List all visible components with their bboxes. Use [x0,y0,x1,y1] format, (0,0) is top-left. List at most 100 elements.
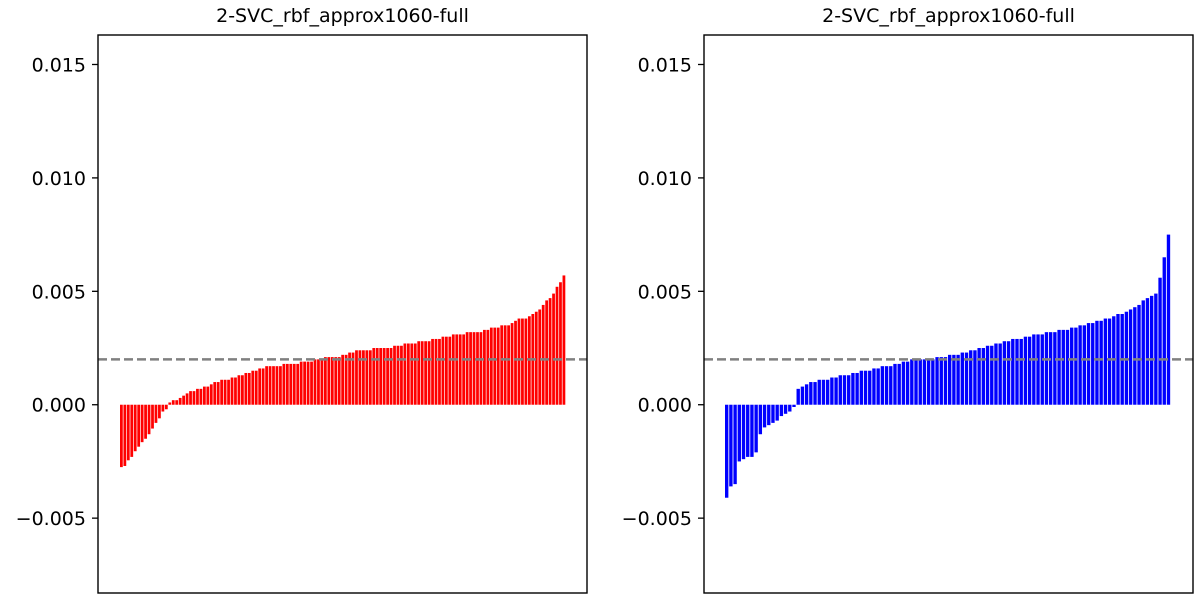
bar-right-21 [813,382,817,405]
bar-left-97 [455,334,459,405]
y-tick-label-left-0: −0.005 [16,508,86,530]
y-axis-right: −0.005 0.000 0.005 0.010 0.015 [622,54,704,530]
y-axis-left: −0.005 0.000 0.005 0.010 0.015 [16,54,98,530]
bar-left-14 [168,402,172,405]
bar-right-76 [1044,332,1049,405]
bar-right-25 [830,377,834,405]
bar-right-33 [863,370,868,405]
bar-right-24 [825,379,830,405]
bar-right-7 [754,404,758,453]
bar-right-101 [1149,295,1154,405]
bar-left-8 [147,404,151,435]
bar-right-35 [872,368,876,405]
bar-left-101 [469,332,472,405]
bar-left-107 [489,327,493,405]
bar-right-80 [1061,329,1065,405]
bar-right-78 [1053,332,1057,405]
bar-left-21 [192,391,196,405]
bar-right-16 [792,404,796,407]
chart-title-right: 2-SVC_rbf_approx1060-full [822,5,1075,27]
bar-left-124 [548,298,552,405]
bar-left-65 [344,354,348,405]
bar-left-57 [317,359,320,405]
bar-left-17 [178,397,182,405]
bar-left-96 [451,334,455,405]
bar-right-72 [1027,336,1032,405]
bar-left-13 [164,404,168,410]
y-tick-label-right-2: 0.005 [638,281,692,303]
bar-right-40 [893,363,897,405]
bar-right-68 [1011,338,1015,405]
bar-right-48 [926,359,931,405]
bar-right-0 [725,404,729,498]
bar-left-24 [202,386,206,405]
bar-left-98 [458,334,462,405]
bar-right-3 [737,404,741,462]
bar-left-94 [444,336,448,405]
bar-left-55 [310,361,313,405]
bar-right-86 [1086,323,1091,405]
bar-left-81 [400,345,403,405]
bar-left-123 [545,300,549,405]
plot-frame-right [703,34,1194,594]
bar-left-112 [507,325,510,405]
bar-right-52 [943,357,948,405]
bar-right-23 [821,379,826,405]
bar-left-4 [133,404,137,452]
bar-left-3 [130,404,134,457]
y-tick-label-left-3: 0.010 [32,168,86,190]
bar-right-84 [1078,325,1082,405]
bar-left-91 [434,338,438,405]
bar-left-79 [393,345,396,405]
bar-left-18 [182,395,185,405]
bar-left-38 [251,370,255,405]
bar-left-9 [151,404,154,429]
bar-right-39 [889,366,893,405]
chart-panel-right: 2-SVC_rbf_approx1060-full −0.005 0.000 0.0… [622,5,1194,594]
bar-left-126 [555,286,559,405]
y-tick-label-right-4: 0.015 [638,54,692,76]
bar-right-73 [1032,334,1036,405]
bar-left-47 [282,363,286,405]
bar-left-29 [220,379,224,405]
y-tick-label-right-1: 0.000 [638,395,692,417]
bar-left-125 [552,293,555,405]
y-tick-label-left-2: 0.005 [32,281,86,303]
bar-right-31 [855,372,859,405]
y-tick-label-left-1: 0.000 [32,395,86,417]
bar-right-83 [1074,327,1078,405]
bar-left-104 [479,332,483,405]
bar-left-11 [158,404,161,419]
bar-left-62 [334,357,338,405]
bar-right-93 [1116,314,1120,405]
bar-left-67 [351,352,355,405]
bar-left-58 [320,359,324,405]
bar-right-37 [880,366,885,405]
bar-left-89 [427,341,431,405]
bar-left-80 [396,345,400,405]
bar-left-106 [486,329,490,405]
bar-left-6 [140,404,144,443]
bar-left-121 [538,309,542,405]
bar-right-77 [1048,332,1053,405]
bar-left-10 [154,404,158,423]
bar-left-111 [503,325,507,405]
bar-left-56 [313,359,317,405]
bar-left-78 [389,348,393,405]
bar-right-9 [762,404,767,428]
bar-right-8 [758,404,763,435]
chart-title-left: 2-SVC_rbf_approx1060-full [216,5,469,27]
bar-right-34 [868,370,872,405]
bar-right-6 [750,404,754,457]
bar-left-51 [296,363,300,405]
bar-right-29 [847,375,851,405]
bar-left-110 [500,325,504,405]
bar-right-71 [1023,336,1028,405]
bar-right-69 [1015,338,1019,405]
bar-left-84 [410,343,414,405]
bar-left-22 [196,388,199,405]
bar-left-30 [223,379,227,405]
bar-left-72 [368,350,372,405]
bar-right-38 [884,366,889,405]
